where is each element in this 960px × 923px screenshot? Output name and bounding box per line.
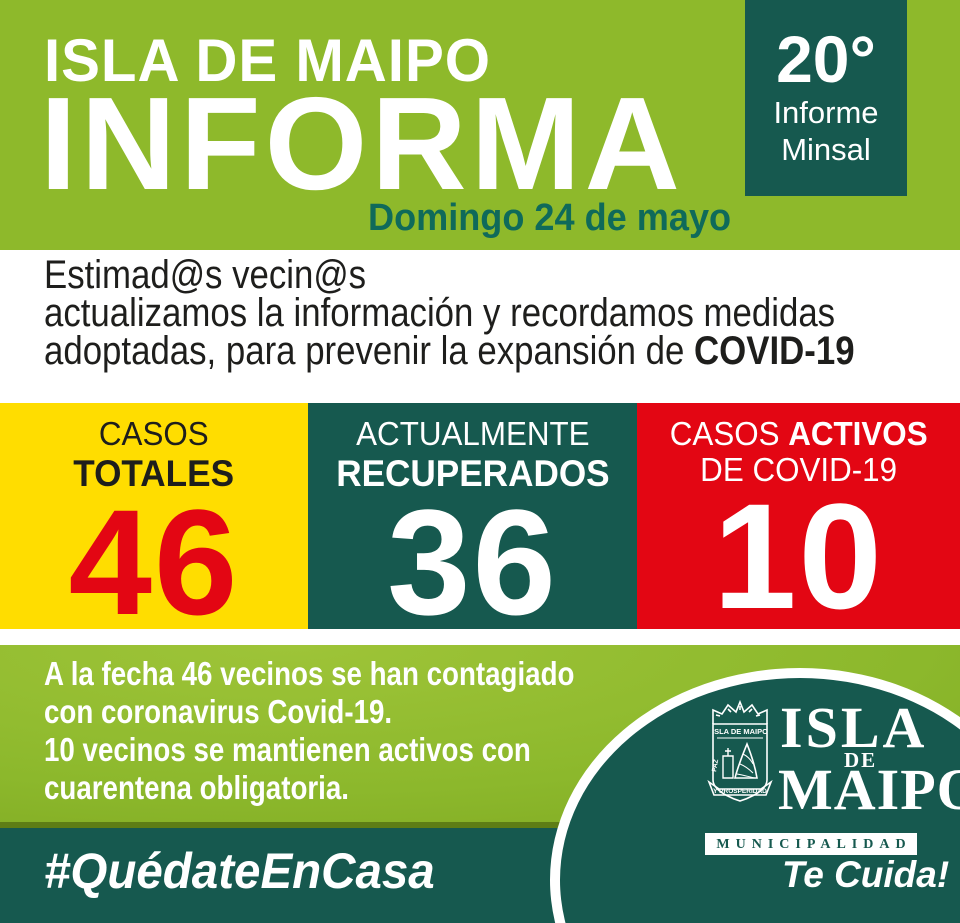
municipality-wordmark: ISLA DE MAIPO	[778, 695, 960, 822]
stat-value-total: 46	[68, 478, 240, 646]
crest-title-text: ISLA DE MAIPO	[712, 727, 768, 736]
intro-line3-bold: COVID-19	[694, 329, 855, 373]
intro-line1: Estimad@s vecin@s	[44, 253, 367, 297]
report-date: Domingo 24 de mayo	[368, 197, 732, 239]
summary-line2: con coronavirus Covid-19.	[44, 693, 393, 730]
stat-card-total-cases: CASOS TOTALES 46	[0, 403, 308, 646]
stat-label-top: CASOS ACTIVOS	[670, 416, 928, 452]
stat-label-bottom: RECUPERADOS	[335, 453, 610, 494]
stat-label-line2: DE COVID-19	[700, 451, 897, 488]
intro-line2: actualizamos la información y recordamos…	[44, 291, 836, 335]
poster-title-line1: ISLA DE MAIPO	[44, 27, 491, 94]
crest-side-text: PAZ	[711, 759, 720, 773]
intro-line3-regular: adoptadas, para prevenir la expansión de	[44, 329, 695, 373]
summary-text: A la fecha 46 vecinos se han contagiado …	[44, 655, 574, 807]
stat-label-top-regular: CASOS	[669, 415, 789, 452]
wordmark-isla: ISLA	[780, 695, 928, 760]
poster-title-line2: INFORMA	[40, 70, 684, 217]
minsal-report-badge: 20° Informe Minsal	[745, 0, 907, 196]
badge-line1: Informe	[773, 95, 879, 130]
wordmark-de: DE	[844, 748, 878, 772]
stay-home-hashtag: #QuédateEnCasa	[44, 843, 435, 899]
stat-card-recovered: ACTUALMENTE RECUPERADOS 36	[308, 403, 637, 646]
badge-number: 20°	[776, 22, 876, 96]
stat-card-active-cases: CASOS ACTIVOS DE COVID-19 10	[637, 403, 960, 640]
municipality-tagline: Te Cuida!	[782, 854, 950, 895]
header-banner: ISLA DE MAIPO INFORMA Domingo 24 de mayo…	[0, 0, 960, 250]
badge-line2: Minsal	[781, 132, 871, 167]
summary-line3: 10 vecinos se mantienen activos con	[44, 731, 531, 768]
crest-banner-text: Y PROSPERIDAD	[713, 788, 767, 795]
stat-value-recovered: 36	[387, 478, 558, 646]
stats-row: CASOS TOTALES 46 ACTUALMENTE RECUPERADOS…	[0, 403, 960, 646]
municipal-crest-icon: ISLA DE MAIPO PAZ Y PROSPERIDAD	[707, 699, 773, 802]
stat-label-top: ACTUALMENTE	[355, 415, 590, 452]
stat-label-top-bold: ACTIVOS	[788, 415, 928, 452]
stat-label-bottom: TOTALES	[73, 453, 235, 494]
summary-line1: A la fecha 46 vecinos se han contagiado	[44, 655, 575, 692]
stat-label-top: CASOS	[99, 415, 209, 452]
municipality-label: MUNICIPALIDAD	[705, 833, 917, 855]
wordmark-maipo: MAIPO	[778, 757, 960, 822]
summary-line4: cuarentena obligatoria.	[44, 769, 349, 806]
stat-value-active: 10	[713, 472, 884, 640]
intro-text: Estimad@s vecin@s actualizamos la inform…	[44, 253, 960, 373]
intro-line3: adoptadas, para prevenir la expansión de…	[44, 329, 960, 373]
